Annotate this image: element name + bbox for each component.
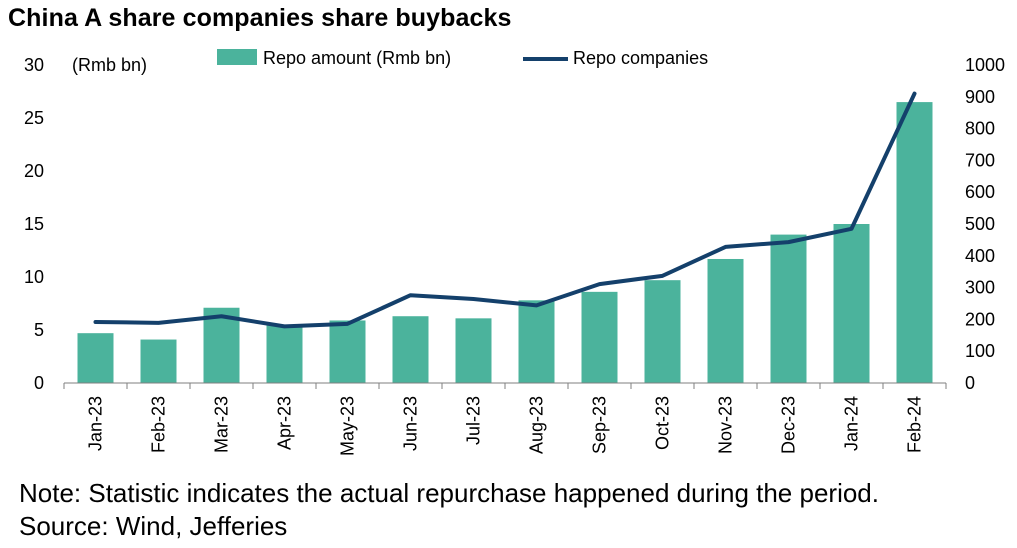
line-point-Sep-23: [599, 283, 600, 285]
y-left-tick-label: 30: [24, 55, 44, 75]
x-tick-label: Dec-23: [779, 396, 799, 454]
x-tick-label: Feb-24: [905, 396, 925, 453]
x-tick-label: Jan-24: [842, 396, 862, 451]
x-tick-label: Jul-23: [464, 396, 484, 445]
chart-note: Note: Statistic indicates the actual rep…: [19, 478, 879, 508]
line-point-Jan-23: [95, 321, 96, 323]
y-left-tick-label: 15: [24, 214, 44, 234]
line-point-Nov-23: [725, 246, 726, 248]
line-point-May-23: [347, 323, 348, 325]
x-tick-label: Oct-23: [653, 396, 673, 450]
y-right-tick-label: 800: [965, 119, 995, 139]
line-repo-companies: [93, 91, 917, 329]
line-point-Jan-24: [851, 228, 852, 230]
line-point-Apr-23: [284, 325, 285, 327]
x-tick-label: Aug-23: [527, 396, 547, 454]
legend-swatch-repo-amount: [217, 49, 257, 65]
bar-Jun-23: [392, 316, 429, 383]
x-tick-label: Jan-23: [86, 396, 106, 451]
bar-Jul-23: [455, 318, 492, 383]
x-tick-label: Feb-23: [149, 396, 169, 453]
bar-Apr-23: [266, 324, 303, 383]
bar-Aug-23: [518, 300, 555, 383]
legend-label-repo-amount: Repo amount (Rmb bn): [263, 48, 451, 68]
y-right-tick-label: 500: [965, 214, 995, 234]
x-tick-label: Apr-23: [275, 396, 295, 450]
line-point-Aug-23: [536, 304, 537, 306]
bar-Mar-23: [203, 307, 240, 383]
y-right-tick-label: 1000: [965, 55, 1005, 75]
chart-source: Source: Wind, Jefferies: [19, 511, 288, 541]
line-point-Oct-23: [662, 275, 663, 277]
bar-Jan-24: [833, 224, 870, 383]
bar-Feb-23: [140, 339, 177, 383]
y-left-unit-label: (Rmb bn): [72, 55, 147, 75]
y-right-tick-label: 300: [965, 278, 995, 298]
y-right-tick-label: 900: [965, 87, 995, 107]
line-point-Mar-23: [221, 315, 222, 317]
y-right-tick-label: 0: [965, 373, 975, 393]
x-tick-label: Nov-23: [716, 396, 736, 454]
y-left-tick-label: 5: [34, 320, 44, 340]
bar-Nov-23: [707, 258, 744, 383]
x-tick-label: Sep-23: [590, 396, 610, 454]
x-tick-label: Mar-23: [212, 396, 232, 453]
bar-Oct-23: [644, 280, 681, 383]
y-left-tick-label: 20: [24, 161, 44, 181]
legend-label-repo-companies: Repo companies: [573, 48, 708, 68]
line-point-Dec-23: [788, 241, 789, 243]
y-left-tick-label: 0: [34, 373, 44, 393]
line-point-Jul-23: [473, 298, 474, 300]
x-tick-label: May-23: [338, 396, 358, 456]
line-point-Feb-24: [914, 93, 915, 95]
bar-Feb-24: [896, 102, 933, 383]
y-left-tick-label: 25: [24, 108, 44, 128]
bar-Jan-23: [77, 333, 114, 383]
bar-Sep-23: [581, 291, 618, 383]
y-right-tick-label: 100: [965, 341, 995, 361]
x-tick-label: Jun-23: [401, 396, 421, 451]
bar-Dec-23: [770, 234, 807, 383]
y-right-tick-label: 200: [965, 309, 995, 329]
chart-title: China A share companies share buybacks: [8, 4, 512, 32]
y-right-tick-label: 600: [965, 182, 995, 202]
y-right-tick-label: 400: [965, 246, 995, 266]
y-right-tick-label: 700: [965, 150, 995, 170]
line-point-Jun-23: [410, 294, 411, 296]
y-left-tick-label: 10: [24, 267, 44, 287]
line-point-Feb-23: [158, 322, 159, 324]
bar-May-23: [329, 320, 366, 383]
